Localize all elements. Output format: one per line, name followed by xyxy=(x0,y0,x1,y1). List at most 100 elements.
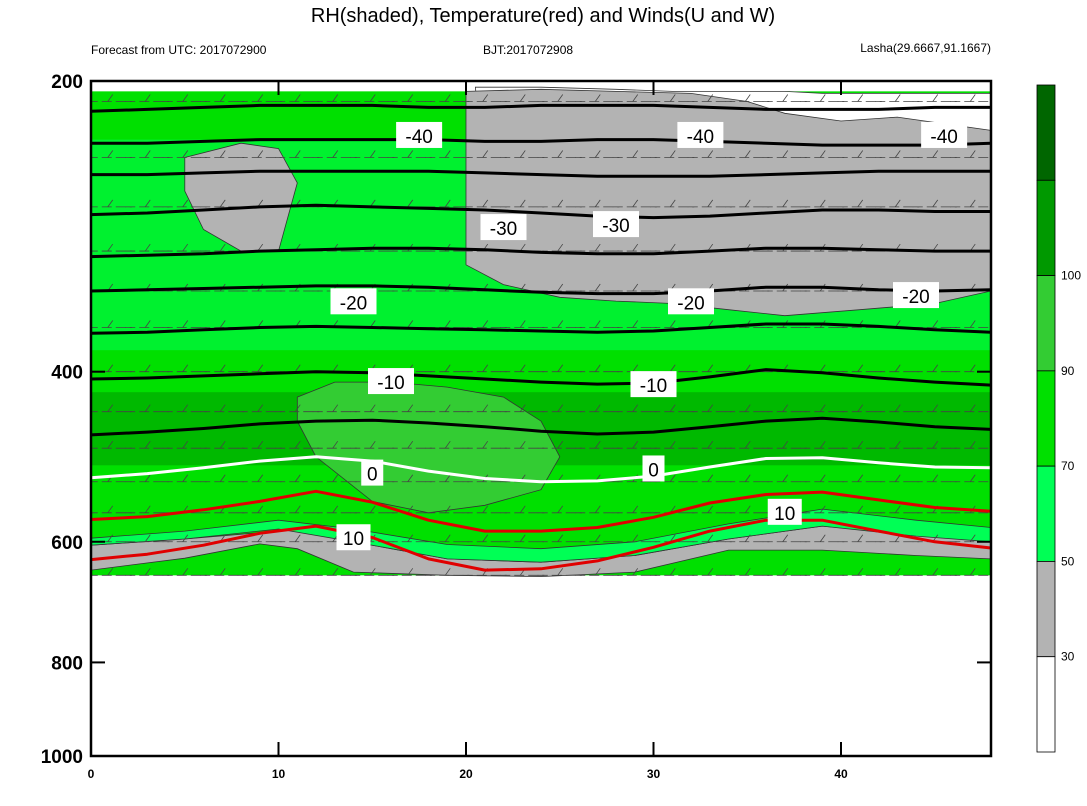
wind-barb-tick xyxy=(969,364,976,372)
contour-label: -40 xyxy=(687,127,714,148)
contour-label: 10 xyxy=(774,504,795,525)
wind-barb-tick xyxy=(182,568,189,576)
wind-barb-tick xyxy=(594,320,601,328)
wind-barb-tick xyxy=(819,364,826,372)
wind-barb-tick xyxy=(369,505,376,514)
contour-label: -30 xyxy=(602,216,629,237)
colorbar-swatch xyxy=(1036,179,1056,276)
wind-barb-tick xyxy=(482,320,489,328)
wind-barb-tick xyxy=(932,404,939,412)
wind-barb-tick xyxy=(669,474,676,482)
wind-barb-tick xyxy=(519,283,526,292)
wind-barb-tick xyxy=(669,404,676,412)
wind-barb-tick xyxy=(557,364,564,372)
temperature-contour-3 xyxy=(91,203,991,220)
wind-barb-tick xyxy=(744,474,751,482)
wind-barb-tick xyxy=(819,534,826,542)
wind-barb-tick xyxy=(482,404,489,412)
wind-barb-tick xyxy=(707,364,714,372)
wind-barb-tick xyxy=(444,150,451,158)
wind-barb-tick xyxy=(107,440,114,449)
wind-barb-tick xyxy=(144,404,151,412)
wind-barb-tick xyxy=(782,150,789,158)
wind-barb-tick xyxy=(557,440,564,449)
x-tick-label: 10 xyxy=(272,767,286,781)
wind-barb-tick xyxy=(444,440,451,449)
contour-label-box xyxy=(336,524,371,551)
wind-barb-tick xyxy=(369,404,376,412)
wind-barb-tick xyxy=(107,534,114,542)
contour-label-box xyxy=(480,214,527,241)
wind-barb-tick xyxy=(707,150,714,158)
wind-barb-tick xyxy=(107,243,114,252)
wind-barb-tick xyxy=(857,364,864,372)
wind-barb-tick xyxy=(257,505,264,514)
contour-label: -40 xyxy=(930,127,957,148)
wind-barb-tick xyxy=(407,404,414,412)
wind-barb-tick xyxy=(594,94,601,102)
wind-barb-tick xyxy=(932,440,939,449)
wind-barb-tick xyxy=(444,568,451,576)
y-tick-label: 400 xyxy=(51,363,83,384)
wind-barb-tick xyxy=(557,94,564,102)
wind-barb-tick xyxy=(894,404,901,412)
colorbar-swatch xyxy=(1036,370,1056,467)
contour-label: 0 xyxy=(648,460,659,481)
wind-barb-tick xyxy=(144,150,151,158)
wind-barb-tick xyxy=(632,94,639,102)
wind-barb-tick xyxy=(782,440,789,449)
wind-barb-tick xyxy=(669,243,676,252)
wind-barb-tick xyxy=(782,568,789,576)
contour-label: -30 xyxy=(490,219,517,240)
wind-barb-tick xyxy=(144,199,151,208)
wind-barb-tick xyxy=(594,505,601,514)
colorbar-swatch xyxy=(1036,465,1056,562)
wind-barb-tick xyxy=(144,505,151,514)
wind-barb-tick xyxy=(594,404,601,412)
wind-barb-tick xyxy=(219,243,226,252)
wind-barb-tick xyxy=(557,534,564,542)
wind-barb-tick xyxy=(219,150,226,158)
wind-barb-tick xyxy=(257,534,264,542)
wind-barb-tick xyxy=(144,474,151,482)
wind-barb-tick xyxy=(932,474,939,482)
wind-barb-tick xyxy=(557,243,564,252)
wind-barb-tick xyxy=(557,283,564,292)
wind-barb-tick xyxy=(219,364,226,372)
colorbar-label: 90 xyxy=(1061,364,1075,378)
wind-barb-tick xyxy=(557,505,564,514)
contour-label-box xyxy=(361,459,384,486)
colorbar-swatch xyxy=(1036,561,1056,658)
contour-label-box xyxy=(630,371,677,398)
wind-barb-tick xyxy=(819,199,826,208)
wind-barb-tick xyxy=(369,568,376,576)
colorbar: 30 50 70 90 100 xyxy=(1036,84,1081,753)
contour-label-box xyxy=(368,368,414,395)
wind-barb-tick xyxy=(332,150,339,158)
wind-barb-tick xyxy=(857,534,864,542)
wind-barb-tick xyxy=(444,320,451,328)
wind-barb-tick xyxy=(969,404,976,412)
wind-barb-tick xyxy=(632,440,639,449)
wind-barb-tick xyxy=(257,150,264,158)
x-tick-label: 30 xyxy=(647,767,661,781)
x-tick-label: 20 xyxy=(459,767,473,781)
wind-barb-tick xyxy=(182,534,189,542)
colorbar-label: 50 xyxy=(1061,554,1075,568)
wind-barb-tick xyxy=(107,150,114,158)
x-tick-label: 40 xyxy=(834,767,848,781)
wind-barb-tick xyxy=(407,440,414,449)
wind-barb-tick xyxy=(294,440,301,449)
contour-label: -20 xyxy=(340,293,367,314)
wind-barb-tick xyxy=(482,94,489,102)
temperature-contour-layer xyxy=(91,103,991,572)
wind-barb-tick xyxy=(482,505,489,514)
wind-barb-tick xyxy=(444,94,451,102)
wind-barb-tick xyxy=(182,364,189,372)
wind-barb-tick xyxy=(407,505,414,514)
wind-barb-tick xyxy=(632,364,639,372)
wind-barb-tick xyxy=(782,199,789,208)
wind-barb-tick xyxy=(632,243,639,252)
temperature-contour-1 xyxy=(91,138,991,147)
contour-label-box xyxy=(330,288,377,315)
